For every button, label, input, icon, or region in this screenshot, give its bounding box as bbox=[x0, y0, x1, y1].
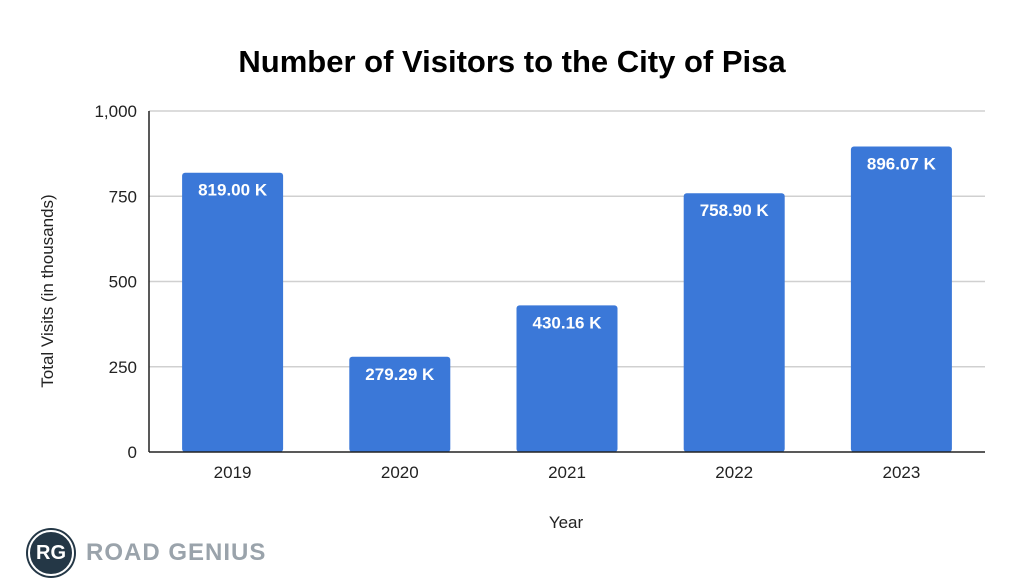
y-axis-title: Total Visits (in thousands) bbox=[38, 194, 57, 387]
x-tick-label: 2019 bbox=[214, 463, 252, 482]
logo-badge: RG bbox=[28, 530, 74, 576]
chart-title: Number of Visitors to the City of Pisa bbox=[238, 44, 786, 79]
data-label: 819.00 K bbox=[198, 181, 268, 200]
bar bbox=[349, 356, 451, 452]
y-tick-label: 500 bbox=[109, 273, 137, 292]
bar bbox=[516, 305, 618, 452]
y-tick-label: 250 bbox=[109, 358, 137, 377]
x-tick-label: 2023 bbox=[882, 463, 920, 482]
bar bbox=[182, 172, 284, 452]
road-genius-logo: RG ROAD GENIUS bbox=[28, 530, 266, 576]
bar bbox=[850, 146, 952, 452]
data-label: 430.16 K bbox=[533, 313, 603, 332]
data-label: 758.90 K bbox=[700, 201, 770, 220]
x-tick-label: 2021 bbox=[548, 463, 586, 482]
y-tick-label: 0 bbox=[128, 443, 137, 462]
y-tick-label: 1,000 bbox=[94, 102, 137, 121]
y-tick-label: 750 bbox=[109, 187, 137, 206]
logo-text: ROAD GENIUS bbox=[86, 539, 267, 566]
x-tick-label: 2022 bbox=[715, 463, 753, 482]
bar bbox=[683, 193, 785, 453]
x-axis-title: Year bbox=[549, 513, 584, 532]
data-label: 896.07 K bbox=[867, 154, 937, 173]
data-label: 279.29 K bbox=[365, 365, 435, 384]
x-tick-label: 2020 bbox=[381, 463, 419, 482]
